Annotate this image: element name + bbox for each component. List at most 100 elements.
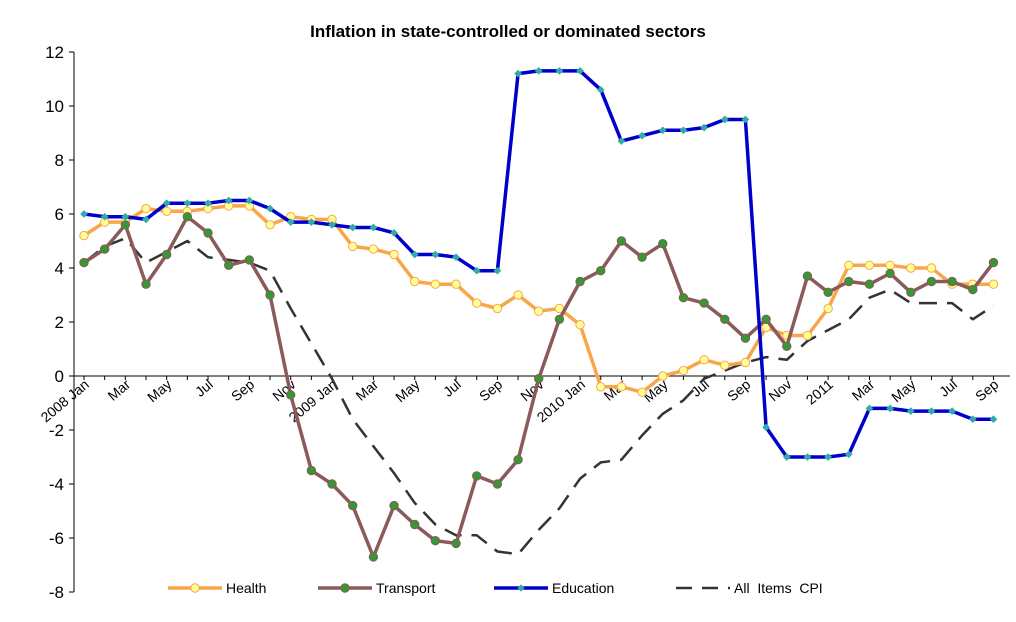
data-point-transport bbox=[637, 252, 647, 262]
data-point-education bbox=[307, 218, 316, 227]
data-point-transport bbox=[988, 257, 999, 268]
data-point-transport bbox=[678, 293, 689, 303]
data-point-education bbox=[204, 199, 212, 208]
data-point-transport bbox=[306, 465, 317, 476]
data-point-education bbox=[948, 407, 957, 416]
data-point-transport bbox=[141, 279, 151, 289]
data-point-health bbox=[451, 279, 461, 289]
legend-label-education: Education bbox=[552, 580, 614, 596]
data-point-education bbox=[493, 266, 502, 275]
data-point-health bbox=[430, 279, 441, 289]
data-point-education bbox=[658, 126, 667, 135]
x-tick-label: Nov bbox=[269, 376, 298, 404]
data-point-transport bbox=[906, 287, 916, 297]
data-point-education bbox=[989, 415, 998, 424]
x-tick-label: Jul bbox=[440, 376, 464, 400]
data-point-health bbox=[720, 360, 730, 370]
x-tick-label: Sep bbox=[228, 376, 258, 404]
y-tick-label: 6 bbox=[55, 205, 64, 224]
series-all-items-cpi bbox=[83, 237, 995, 556]
data-point-health bbox=[802, 330, 813, 341]
data-point-transport bbox=[244, 255, 255, 265]
data-point-health bbox=[575, 320, 585, 330]
data-point-transport bbox=[926, 276, 937, 287]
data-point-education bbox=[865, 404, 874, 413]
data-point-education bbox=[328, 220, 336, 229]
data-point-transport bbox=[513, 455, 523, 465]
data-point-transport bbox=[348, 500, 358, 511]
data-point-health bbox=[141, 203, 151, 214]
data-point-transport bbox=[782, 341, 792, 351]
chart-title: Inflation in state-controlled or dominat… bbox=[310, 22, 706, 41]
data-point-education bbox=[824, 453, 833, 461]
x-tick-label: May bbox=[888, 376, 919, 405]
x-tick-label: 2008 Jan bbox=[38, 376, 92, 425]
data-point-education bbox=[121, 212, 130, 221]
data-point-transport bbox=[451, 538, 461, 549]
x-tick-label: Sep bbox=[972, 376, 1002, 404]
data-point-transport bbox=[761, 314, 771, 324]
data-point-education bbox=[906, 407, 915, 416]
data-point-education bbox=[286, 218, 295, 227]
data-point-health bbox=[885, 260, 895, 270]
legend-marker-education bbox=[517, 584, 525, 592]
data-point-health bbox=[410, 276, 420, 287]
data-point-health bbox=[926, 263, 937, 273]
x-tick-label: Nov bbox=[765, 376, 794, 404]
data-point-transport bbox=[720, 314, 730, 324]
x-tick-label: 2011 bbox=[803, 376, 837, 408]
data-point-health bbox=[699, 355, 709, 365]
data-point-education bbox=[596, 85, 605, 94]
data-point-education bbox=[245, 196, 254, 205]
data-point-transport bbox=[885, 268, 895, 279]
data-point-transport bbox=[947, 276, 957, 287]
data-point-health bbox=[616, 382, 627, 392]
data-point-transport bbox=[161, 249, 172, 260]
data-point-transport bbox=[864, 279, 875, 289]
legend-item-health: Health bbox=[168, 580, 266, 596]
data-point-transport bbox=[368, 552, 379, 562]
data-point-transport bbox=[658, 239, 668, 249]
data-point-health bbox=[864, 260, 875, 270]
data-point-education bbox=[782, 453, 791, 461]
data-point-health bbox=[368, 244, 379, 254]
data-point-health bbox=[472, 298, 482, 308]
y-tick-label: -8 bbox=[49, 583, 64, 602]
data-point-transport bbox=[99, 244, 110, 254]
data-point-education bbox=[968, 415, 977, 424]
data-point-education bbox=[142, 215, 150, 224]
x-tick-label: Mar bbox=[601, 376, 630, 404]
data-point-education bbox=[224, 196, 233, 205]
series-health bbox=[79, 201, 999, 397]
data-point-education bbox=[741, 115, 750, 124]
y-tick-label: -6 bbox=[49, 529, 64, 548]
data-point-health bbox=[844, 260, 854, 270]
data-point-transport bbox=[575, 276, 585, 287]
x-tick-label: Sep bbox=[724, 376, 754, 404]
data-point-education bbox=[555, 66, 564, 75]
data-point-education bbox=[452, 253, 461, 262]
data-point-education bbox=[844, 450, 853, 459]
data-point-education bbox=[576, 66, 585, 75]
data-point-health bbox=[492, 303, 503, 314]
series-line-all-items-cpi bbox=[83, 237, 995, 556]
x-tick-label: Sep bbox=[476, 376, 506, 404]
data-point-education bbox=[700, 123, 709, 132]
data-point-education bbox=[720, 115, 729, 124]
legend: Health Transport Education All Items CPI bbox=[168, 580, 823, 596]
data-point-health bbox=[596, 382, 606, 392]
legend-marker-transport bbox=[340, 583, 350, 593]
data-point-health bbox=[740, 357, 751, 368]
y-tick-label: 0 bbox=[55, 367, 64, 386]
data-point-health bbox=[637, 387, 647, 397]
data-point-education bbox=[638, 131, 647, 140]
data-point-health bbox=[678, 365, 689, 376]
series-line-health bbox=[83, 204, 994, 394]
data-point-education bbox=[927, 407, 936, 416]
y-tick-label: 4 bbox=[55, 259, 64, 278]
data-point-transport bbox=[699, 298, 709, 308]
data-point-education bbox=[472, 266, 481, 275]
legend-item-transport: Transport bbox=[318, 580, 436, 596]
legend-marker-health bbox=[190, 583, 200, 593]
